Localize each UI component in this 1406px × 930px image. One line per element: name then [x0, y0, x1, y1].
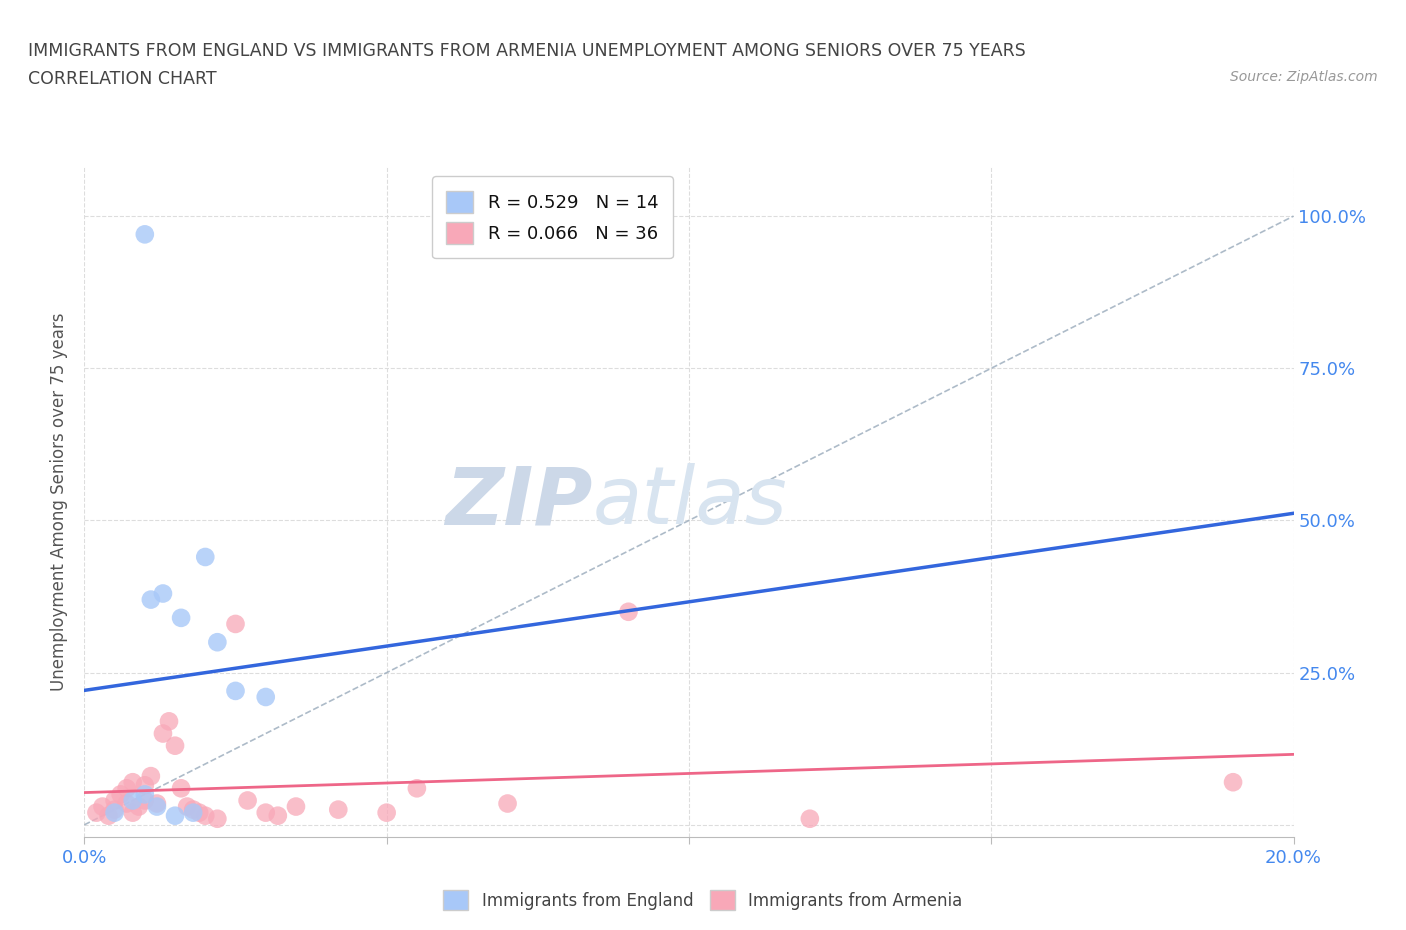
- Point: [285, 799, 308, 814]
- Point: [188, 805, 211, 820]
- Point: [121, 775, 143, 790]
- Point: [104, 803, 127, 817]
- Point: [134, 793, 156, 808]
- Point: [157, 714, 180, 729]
- Point: [225, 684, 247, 698]
- Text: ZIP: ZIP: [444, 463, 592, 541]
- Point: [165, 738, 187, 753]
- Point: [134, 777, 156, 792]
- Text: CORRELATION CHART: CORRELATION CHART: [28, 70, 217, 87]
- Point: [799, 811, 821, 826]
- Point: [146, 796, 169, 811]
- Point: [181, 805, 204, 820]
- Point: [207, 811, 229, 826]
- Point: [194, 808, 217, 823]
- Point: [139, 769, 162, 784]
- Point: [496, 796, 519, 811]
- Y-axis label: Unemployment Among Seniors over 75 years: Unemployment Among Seniors over 75 years: [51, 313, 69, 691]
- Point: [121, 793, 143, 808]
- Point: [128, 799, 150, 814]
- Text: atlas: atlas: [592, 463, 787, 541]
- Point: [134, 787, 156, 802]
- Point: [236, 793, 259, 808]
- Point: [91, 799, 114, 814]
- Point: [328, 803, 350, 817]
- Point: [115, 781, 138, 796]
- Point: [1222, 775, 1244, 790]
- Point: [617, 604, 640, 619]
- Point: [170, 610, 193, 625]
- Point: [207, 635, 229, 650]
- Point: [176, 799, 198, 814]
- Point: [97, 808, 120, 823]
- Point: [115, 796, 138, 811]
- Legend: Immigrants from England, Immigrants from Armenia: Immigrants from England, Immigrants from…: [437, 884, 969, 917]
- Point: [134, 227, 156, 242]
- Point: [170, 781, 193, 796]
- Point: [254, 689, 277, 704]
- Legend: R = 0.529   N = 14, R = 0.066   N = 36: R = 0.529 N = 14, R = 0.066 N = 36: [432, 177, 673, 259]
- Point: [104, 805, 127, 820]
- Point: [165, 808, 187, 823]
- Point: [146, 799, 169, 814]
- Point: [406, 781, 429, 796]
- Point: [181, 803, 204, 817]
- Point: [152, 586, 174, 601]
- Point: [139, 592, 162, 607]
- Text: IMMIGRANTS FROM ENGLAND VS IMMIGRANTS FROM ARMENIA UNEMPLOYMENT AMONG SENIORS OV: IMMIGRANTS FROM ENGLAND VS IMMIGRANTS FR…: [28, 42, 1026, 60]
- Point: [152, 726, 174, 741]
- Point: [254, 805, 277, 820]
- Point: [104, 793, 127, 808]
- Point: [375, 805, 398, 820]
- Point: [267, 808, 290, 823]
- Point: [225, 617, 247, 631]
- Text: Source: ZipAtlas.com: Source: ZipAtlas.com: [1230, 70, 1378, 84]
- Point: [194, 550, 217, 565]
- Point: [86, 805, 108, 820]
- Point: [110, 787, 132, 802]
- Point: [121, 805, 143, 820]
